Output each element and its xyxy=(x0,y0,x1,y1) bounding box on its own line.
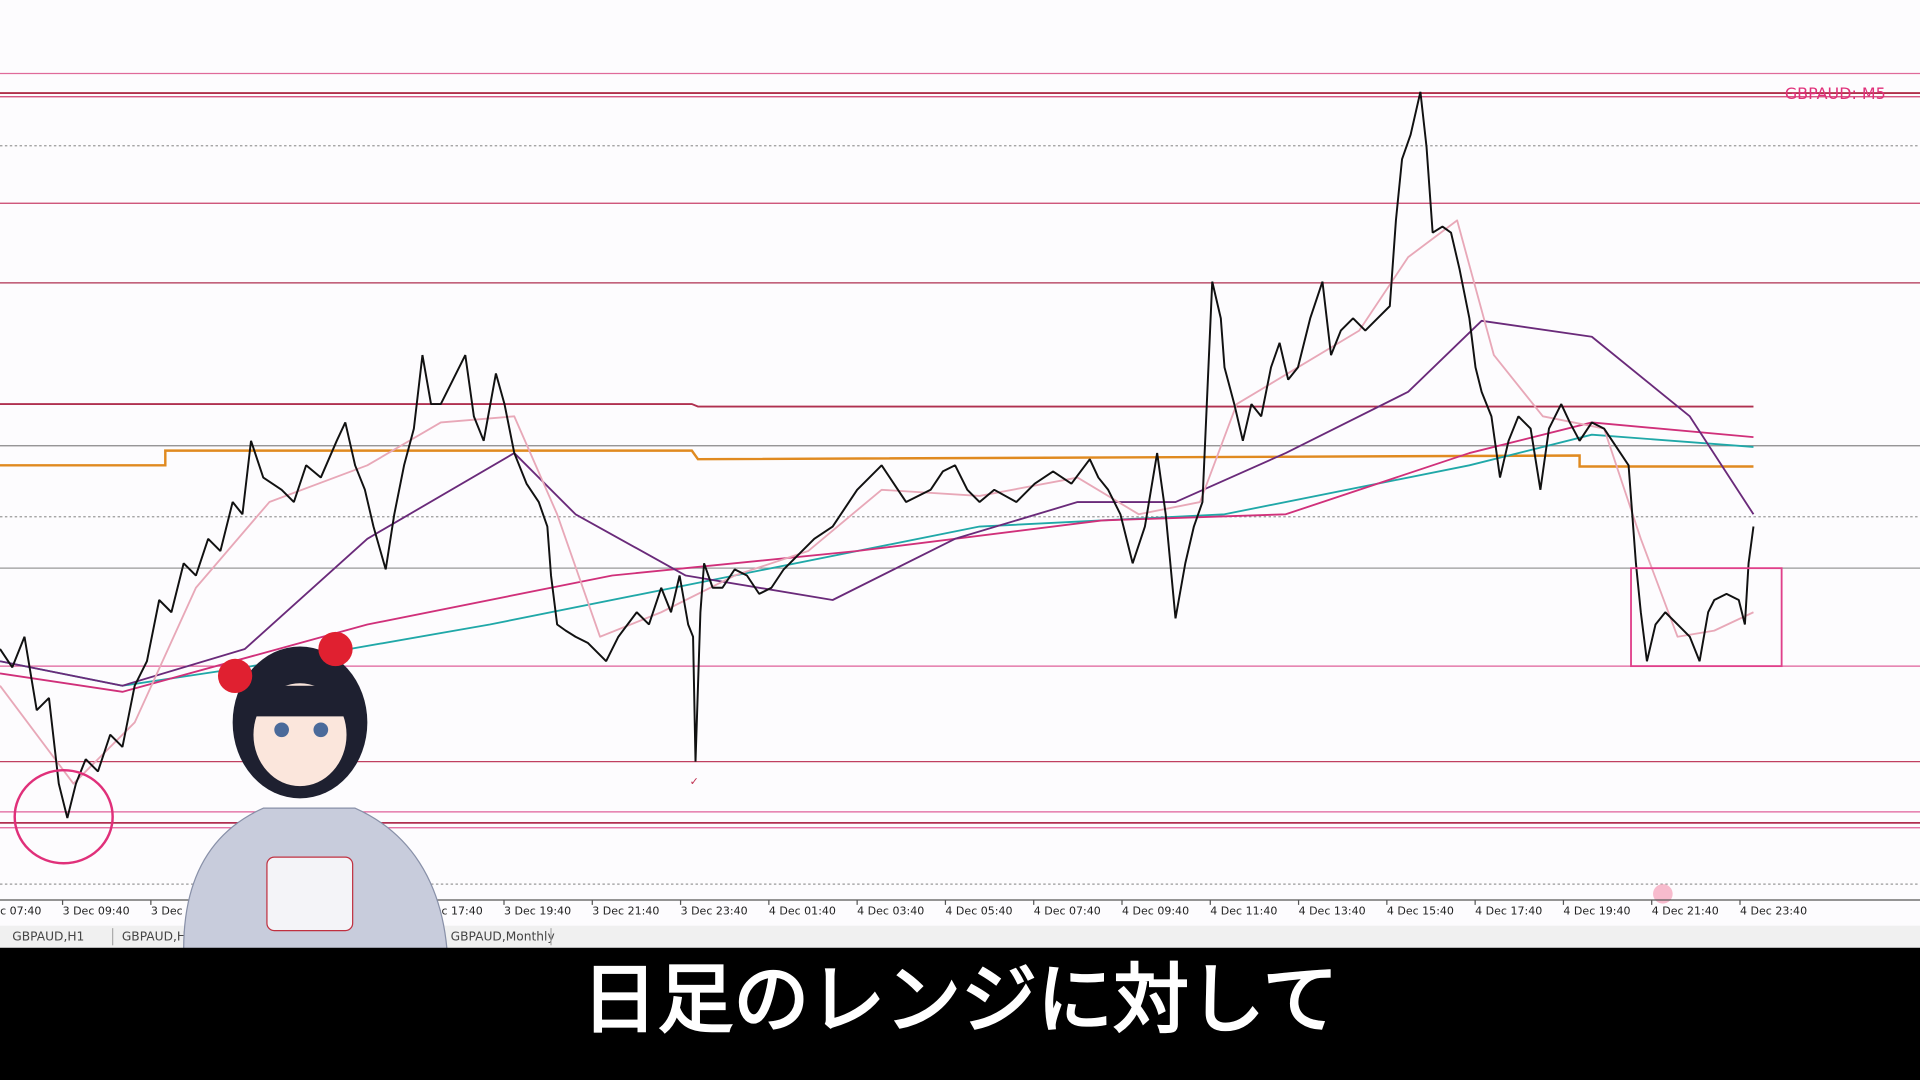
time-label: 4 Dec 13:40 xyxy=(1299,905,1366,918)
time-label: 3 Dec 21:40 xyxy=(592,905,659,918)
level-line xyxy=(0,403,1754,408)
time-label: 4 Dec 17:40 xyxy=(1475,905,1542,918)
time-label: 4 Dec 03:40 xyxy=(857,905,924,918)
ma-purple xyxy=(0,319,1755,687)
time-label: 4 Dec 05:40 xyxy=(945,905,1012,918)
subtitle: 日足のレンジに対して xyxy=(582,956,1339,1044)
time-label: 3 Dec 19:40 xyxy=(504,905,571,918)
price-line xyxy=(0,91,1755,819)
subtitle-band xyxy=(0,947,1920,1080)
cursor-highlight xyxy=(1653,884,1673,904)
time-label: 3 Dec 07:40 xyxy=(0,905,41,918)
ma-magenta xyxy=(0,421,1754,693)
time-label: 4 Dec 09:40 xyxy=(1122,905,1189,918)
time-label: 4 Dec 07:40 xyxy=(1034,905,1101,918)
avatar-eye xyxy=(274,722,289,738)
avatar-eye xyxy=(313,722,329,738)
avatar-bangs xyxy=(251,685,349,717)
time-label: 4 Dec 23:40 xyxy=(1740,905,1807,918)
time-label: 3 Dec 09:40 xyxy=(63,905,130,918)
time-label: 4 Dec 11:40 xyxy=(1210,905,1277,918)
highlight-circle xyxy=(13,768,114,865)
time-label: 4 Dec 21:40 xyxy=(1652,905,1719,918)
time-label: 4 Dec 19:40 xyxy=(1563,905,1630,918)
avatar-shirt-logo xyxy=(266,856,354,932)
time-label: 4 Dec 01:40 xyxy=(769,905,836,918)
time-label: 4 Dec 15:40 xyxy=(1387,905,1454,918)
avatar-bow xyxy=(217,658,253,694)
time-label: 3 Dec 23:40 xyxy=(681,905,748,918)
chart-tab[interactable]: GBPAUD,H4 xyxy=(122,929,194,943)
trade-marker: ✓ xyxy=(690,775,699,788)
chart-tab[interactable]: GBPAUD,Monthly xyxy=(451,929,555,943)
tab-bar xyxy=(0,925,1920,948)
avatar xyxy=(183,631,448,950)
chart-tab[interactable]: GBPAUD,H1 xyxy=(12,929,84,943)
symbol-label: GBPAUD: M5 xyxy=(1785,84,1886,103)
avatar-bow xyxy=(318,631,353,667)
orange-level xyxy=(0,449,1754,468)
range-box xyxy=(1630,567,1783,668)
